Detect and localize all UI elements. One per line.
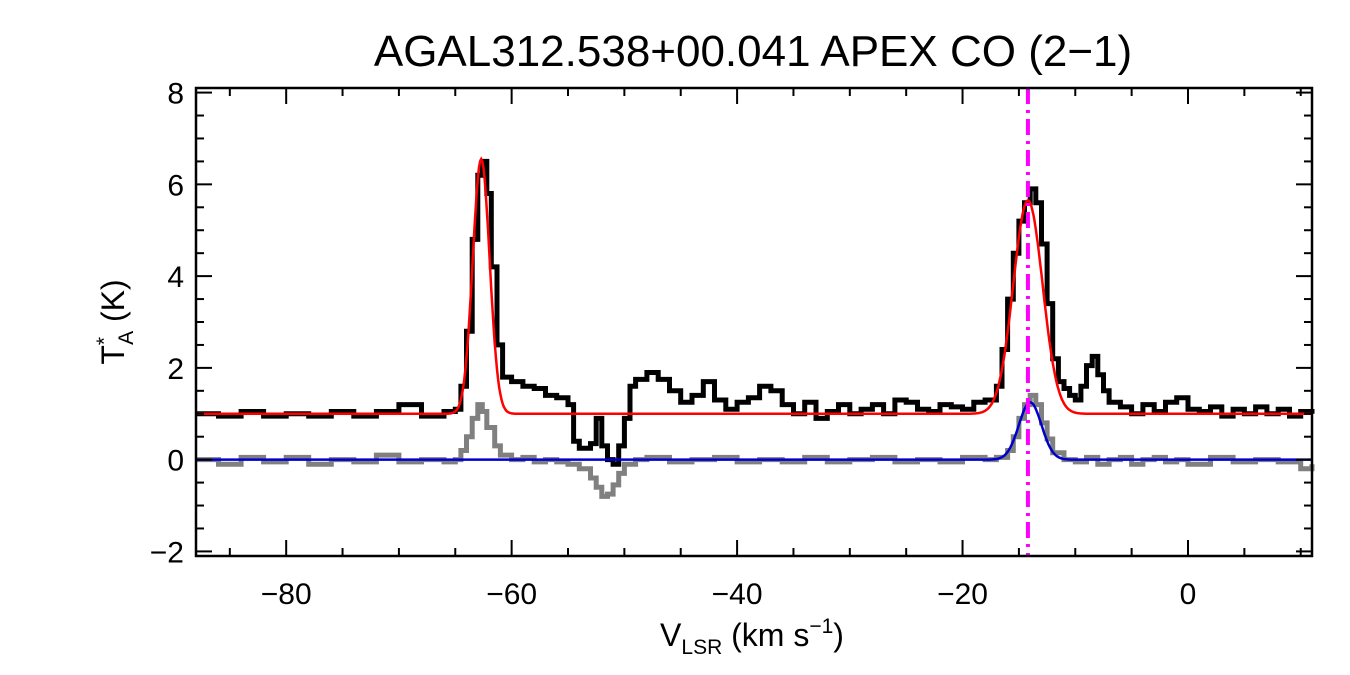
x-axis-label: VLSR (km s−1) <box>660 615 844 659</box>
y-axis-label-superscript: * <box>93 337 116 345</box>
y-tick-label: 4 <box>167 261 184 294</box>
x-tick-label: −20 <box>937 578 988 611</box>
x-tick-label: −40 <box>712 578 763 611</box>
series-observed-spectrum-offset-1-k <box>196 158 1315 467</box>
y-axis-label: T*A (K) <box>93 279 138 364</box>
series-residual-spectrum <box>196 392 1315 499</box>
series-two-component-gaussian-fit <box>196 156 1312 416</box>
y-axis-label-subscript: A <box>115 331 138 345</box>
x-tick-label: −80 <box>261 578 312 611</box>
series-single-gaussian-fit <box>196 401 1312 461</box>
x-axis-label-close: ) <box>833 617 844 653</box>
y-tick-label: −2 <box>150 536 184 569</box>
y-tick-label: 6 <box>167 169 184 202</box>
y-axis-label-units: (K) <box>95 279 131 331</box>
series-layer <box>196 156 1315 499</box>
chart-title: AGAL312.538+00.041 APEX CO (2−1) <box>374 27 1132 76</box>
x-tick-label: −60 <box>486 578 537 611</box>
x-axis-label-main: V <box>660 617 682 653</box>
x-tick-label: 0 <box>1180 578 1197 611</box>
y-axis-label-main: T <box>95 345 131 365</box>
y-tick-label: 0 <box>167 445 184 478</box>
plot-frame <box>194 86 1314 558</box>
y-tick-label: 2 <box>167 353 184 386</box>
x-axis-label-units: (km s <box>722 617 809 653</box>
y-tick-label: 8 <box>167 78 184 111</box>
x-axis-label-subscript: LSR <box>681 636 722 659</box>
x-axis-label-superscript: −1 <box>809 615 833 638</box>
